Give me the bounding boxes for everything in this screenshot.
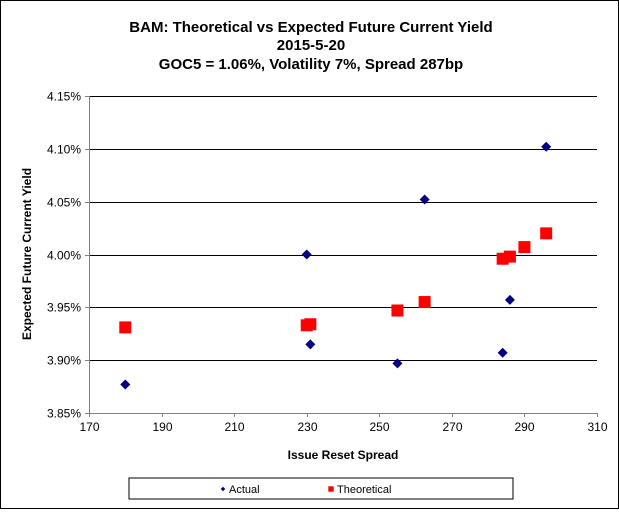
tick-labels: 3.85% 3.90% 3.95% 4.00% 4.05% 4.10% 4.15% 170 19… xyxy=(47,90,608,435)
x-tick-label: 250 xyxy=(369,420,389,434)
legend-theoretical-marker xyxy=(328,486,334,492)
actual-point xyxy=(120,379,131,390)
grid-layer xyxy=(89,96,597,361)
legend-actual-marker xyxy=(220,486,226,492)
theoretical-point xyxy=(540,227,553,240)
legend-theoretical-label: Theoretical xyxy=(337,484,391,496)
theoretical-point xyxy=(304,318,317,331)
x-tick-label: 310 xyxy=(587,420,607,434)
theoretical-point xyxy=(391,304,404,317)
x-axis-title: Issue Reset Spread xyxy=(288,448,399,462)
x-tick-label: 170 xyxy=(79,420,99,434)
data-points xyxy=(119,141,553,390)
y-tick-label: 3.85% xyxy=(47,407,81,421)
theoretical-point xyxy=(518,241,531,254)
legend-items: Actual Theoretical xyxy=(220,484,391,496)
x-tick-label: 290 xyxy=(514,420,534,434)
legend-box xyxy=(128,477,514,500)
actual-point xyxy=(305,339,316,350)
actual-point xyxy=(497,347,508,358)
chart-title-line-2: 2015-5-20 xyxy=(277,37,345,54)
x-tick-label: 190 xyxy=(152,420,172,434)
legend-actual-label: Actual xyxy=(229,484,260,496)
theoretical-point xyxy=(119,321,132,334)
y-tick-label: 4.05% xyxy=(47,196,81,210)
x-tick-label: 230 xyxy=(297,420,317,434)
y-tick-label: 3.95% xyxy=(47,301,81,315)
y-axis-title: Expected Future Current Yield xyxy=(20,168,34,340)
y-tick-label: 4.10% xyxy=(47,143,81,157)
chart-title: BAM: Theoretical vs Expected Future Curr… xyxy=(129,19,492,73)
y-tick-label: 3.90% xyxy=(47,354,81,368)
axis-layer xyxy=(85,96,598,417)
actual-point xyxy=(419,194,430,205)
theoretical-point xyxy=(503,250,516,263)
x-tick-label: 270 xyxy=(442,420,462,434)
chart-title-line-3: GOC5 = 1.06%, Volatility 7%, Spread 287b… xyxy=(159,56,463,73)
actual-point xyxy=(504,294,515,305)
y-tick-label: 4.00% xyxy=(47,249,81,263)
legend: Actual Theoretical xyxy=(128,477,514,500)
chart-title-line-1: BAM: Theoretical vs Expected Future Curr… xyxy=(129,19,492,36)
theoretical-point xyxy=(418,296,431,309)
actual-point xyxy=(541,141,552,152)
x-tick-label: 210 xyxy=(224,420,244,434)
y-tick-label: 4.15% xyxy=(47,90,81,104)
actual-point xyxy=(392,358,403,369)
actual-point xyxy=(301,249,312,260)
